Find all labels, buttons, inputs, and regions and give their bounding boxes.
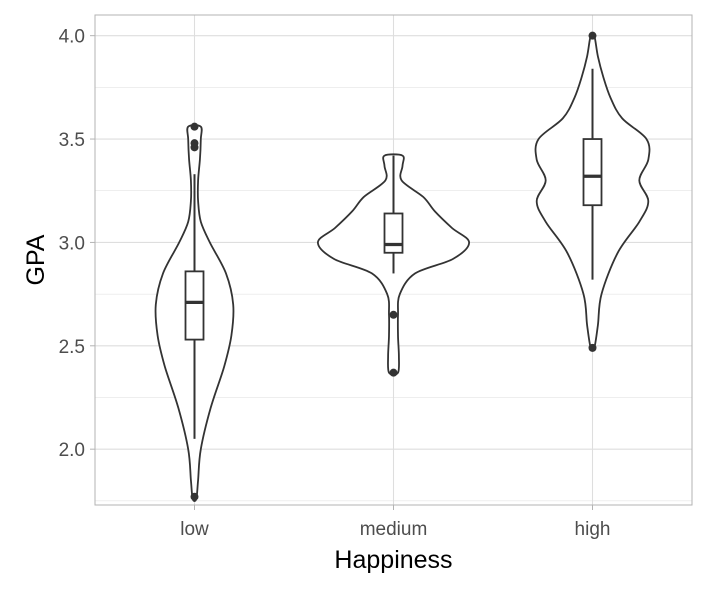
box-medium: [383, 212, 404, 254]
y-tick-label: 2.0: [59, 440, 85, 461]
outlier-point-low: [190, 492, 199, 501]
x-axis-title: Happiness: [334, 546, 452, 574]
outlier-points: [190, 31, 597, 501]
x-axis-ticks: low medium high: [180, 505, 610, 540]
y-axis-ticks: 2.0 2.5 3.0 3.5 4.0: [59, 27, 95, 461]
y-tick-label: 4.0: [59, 27, 85, 48]
outlier-point-medium: [389, 310, 398, 319]
y-tick-label: 3.5: [59, 130, 85, 151]
outlier-point-low: [190, 139, 199, 148]
y-axis-title: GPA: [22, 234, 50, 285]
x-tick-label-high: high: [575, 519, 611, 540]
outlier-point-high: [588, 31, 597, 40]
violins: [154, 32, 651, 502]
x-tick-label-medium: medium: [360, 519, 428, 540]
outlier-point-low: [190, 122, 199, 131]
box-low: [184, 270, 205, 341]
y-tick-label: 3.0: [59, 233, 85, 254]
outlier-point-medium: [389, 368, 398, 377]
box-high: [582, 138, 603, 207]
y-tick-label: 2.5: [59, 337, 85, 358]
boxplots: [184, 68, 603, 439]
outlier-point-high: [588, 343, 597, 352]
x-tick-label-low: low: [180, 519, 209, 540]
